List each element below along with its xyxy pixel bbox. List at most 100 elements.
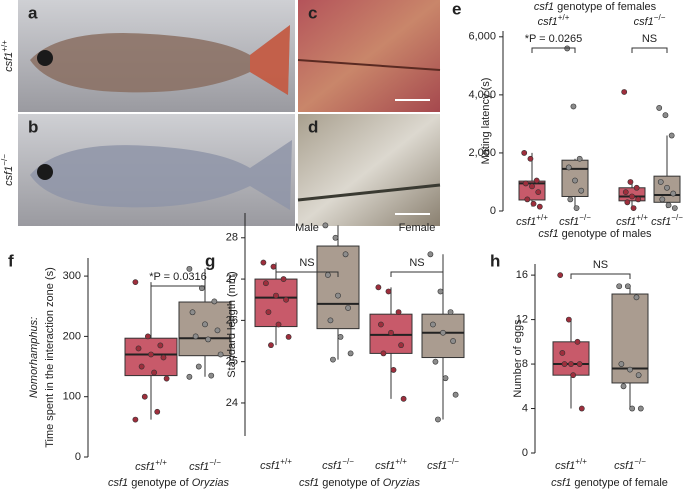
group-header: csf1−/− <box>634 13 666 28</box>
data-point <box>622 189 629 196</box>
data-point <box>565 316 572 323</box>
label-part: csf1 <box>551 477 571 489</box>
data-point <box>388 329 394 336</box>
significance-label: NS <box>642 33 657 45</box>
y-tick-label: 4,000 <box>468 89 496 101</box>
data-point <box>186 373 193 380</box>
scale-line <box>297 183 441 202</box>
data-point <box>400 395 407 402</box>
gene: csf1 <box>555 460 575 472</box>
data-point <box>335 292 341 299</box>
x-tick-label: csf1+/+ <box>260 457 292 472</box>
fin-a <box>250 25 290 95</box>
data-point <box>148 351 154 358</box>
data-point <box>154 408 161 415</box>
data-point <box>572 177 578 184</box>
bracket <box>570 273 631 279</box>
data-point <box>629 405 636 412</box>
box <box>552 341 590 376</box>
data-point <box>620 383 627 390</box>
data-point <box>570 103 577 110</box>
data-point <box>202 321 208 328</box>
label-part: genotype of males <box>559 228 652 240</box>
box <box>178 301 232 357</box>
panel-letter: e <box>452 0 461 18</box>
data-point <box>618 361 625 367</box>
data-point <box>427 251 434 258</box>
data-point <box>624 283 631 290</box>
data-point <box>141 393 148 400</box>
data-point <box>157 342 164 349</box>
data-point <box>214 327 221 334</box>
chart-title: csf1 genotype of females <box>534 1 657 13</box>
data-point <box>337 333 344 340</box>
data-point <box>576 155 583 162</box>
x-tick-label: csf1−/− <box>559 213 591 228</box>
data-point <box>522 180 529 187</box>
x-axis-label: csf1 genotype of Oryzias <box>108 477 230 489</box>
data-point <box>657 179 664 185</box>
x-tick-label: csf1+/+ <box>616 213 648 228</box>
data-point <box>662 112 669 119</box>
x-tick-label: csf1−/− <box>614 457 646 472</box>
data-point <box>576 361 583 367</box>
data-point <box>633 294 640 301</box>
gene: csf1 <box>135 461 155 473</box>
label-part: csf1 <box>108 477 128 489</box>
data-point <box>533 177 540 184</box>
fish-a <box>30 25 290 95</box>
data-point <box>186 265 193 272</box>
data-point <box>440 329 446 336</box>
fish-b <box>30 140 292 210</box>
data-point <box>211 298 218 305</box>
data-point <box>347 350 354 357</box>
data-point <box>570 372 577 379</box>
data-point <box>144 333 151 340</box>
data-point <box>380 350 387 357</box>
box <box>316 245 360 330</box>
y-tick-label: 16 <box>516 269 528 281</box>
superscript: −/− <box>0 154 9 166</box>
data-point <box>527 155 534 162</box>
x-tick-label: csf1+/+ <box>516 213 548 228</box>
superscript: −/− <box>342 457 354 466</box>
data-point <box>208 372 215 379</box>
data-point <box>671 205 678 211</box>
data-point <box>637 405 644 412</box>
genotype-label: csf1+/+ <box>0 40 15 72</box>
data-point <box>627 366 633 373</box>
data-point <box>430 321 436 328</box>
data-point <box>629 193 635 200</box>
data-point <box>450 338 456 344</box>
scale-line <box>297 59 441 71</box>
panel-letter: c <box>308 3 317 22</box>
data-point <box>260 259 267 266</box>
data-point <box>447 309 454 316</box>
data-point <box>565 164 572 171</box>
superscript: +/+ <box>155 458 167 467</box>
y-tick-label: 2,000 <box>468 147 496 159</box>
label-part: genotype of <box>319 477 383 489</box>
data-point <box>275 321 282 328</box>
data-point <box>664 184 670 191</box>
superscript: −/− <box>634 457 646 466</box>
gene: csf1 <box>651 216 671 228</box>
x-tick-label: csf1−/− <box>427 457 459 472</box>
data-point <box>521 150 528 156</box>
y-axis-label: Nomorhamphus: <box>28 317 40 398</box>
gene: csf1 <box>516 216 536 228</box>
superscript: +/+ <box>575 457 587 466</box>
label-part: genotype of female <box>571 477 668 489</box>
y-axis-label: Mating latency (s) <box>480 78 492 165</box>
data-point <box>189 309 196 316</box>
data-point <box>163 375 170 382</box>
data-point <box>578 187 585 194</box>
data-point <box>573 205 580 211</box>
panel-letter: g <box>205 251 215 270</box>
data-point <box>195 363 202 370</box>
data-point <box>280 276 287 282</box>
panel-letter: b <box>28 117 38 136</box>
superscript: −/− <box>447 457 459 466</box>
x-tick-label: csf1+/+ <box>555 457 587 472</box>
